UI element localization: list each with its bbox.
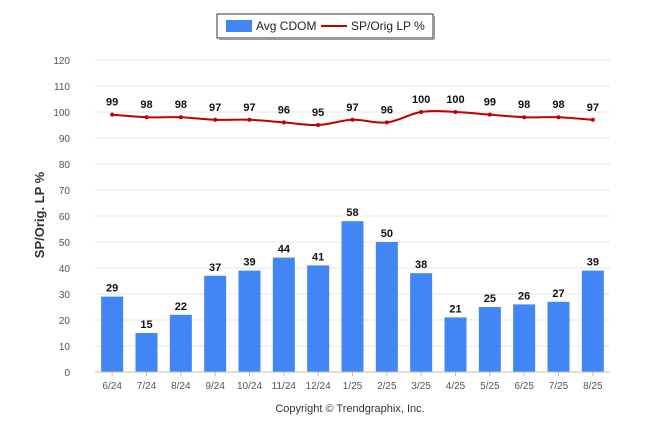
bar <box>478 307 501 372</box>
bar <box>341 221 364 372</box>
x-tick-label: 9/24 <box>205 381 225 392</box>
y-tick-label: 100 <box>53 108 70 119</box>
line-point <box>590 117 595 122</box>
x-tick-label: 11/24 <box>272 381 297 392</box>
line-point <box>213 117 218 122</box>
legend: Avg CDOM SP/Orig LP % <box>216 13 435 40</box>
bar <box>169 314 192 372</box>
x-tick-label: 8/25 <box>583 381 603 392</box>
bar-data-label: 44 <box>278 244 291 256</box>
y-tick-label: 30 <box>59 290 71 301</box>
line-point <box>350 117 355 122</box>
bar <box>135 333 158 372</box>
bar <box>101 296 124 372</box>
line-data-label: 96 <box>278 104 290 116</box>
bar-data-label: 37 <box>209 262 221 274</box>
y-tick-label: 40 <box>59 264 71 275</box>
line-data-label: 97 <box>346 102 358 114</box>
line-data-label: 98 <box>518 99 530 111</box>
x-tick-label: 8/24 <box>171 381 191 392</box>
line-data-label: 100 <box>446 94 464 106</box>
x-tick-label: 5/25 <box>480 381 500 392</box>
x-tick-label: 4/25 <box>446 381 466 392</box>
line-data-label: 96 <box>381 104 393 116</box>
bar-data-label: 39 <box>587 257 599 269</box>
line-point <box>281 120 286 125</box>
x-tick-label: 7/25 <box>549 381 569 392</box>
line-data-label: 97 <box>587 102 599 114</box>
bar-data-label: 38 <box>415 259 427 271</box>
x-tick-label: 12/24 <box>306 381 331 392</box>
x-tick-label: 1/25 <box>343 381 363 392</box>
legend-label-line: SP/Orig LP % <box>351 19 425 33</box>
bar-data-label: 39 <box>243 257 255 269</box>
y-axis: 0 10 20 30 40 50 60 70 80 90 100 110 120 <box>53 56 70 379</box>
y-tick-label: 120 <box>53 56 70 67</box>
line-data-label: 99 <box>106 97 118 109</box>
y-axis-title: SP/Orig. LP % <box>32 171 47 258</box>
line-data-label: 98 <box>140 99 152 111</box>
bar <box>410 273 433 372</box>
bar-data-label: 58 <box>346 207 358 219</box>
y-tick-label: 50 <box>59 238 71 249</box>
x-tick-label: 6/24 <box>102 381 122 392</box>
y-tick-label: 90 <box>59 134 71 145</box>
y-tick-label: 20 <box>59 316 71 327</box>
bar-data-label: 27 <box>552 288 564 300</box>
bar-data-label: 22 <box>175 301 187 313</box>
line-data-label: 97 <box>209 102 221 114</box>
bar-data-label: 25 <box>484 293 496 305</box>
line-point <box>178 115 183 120</box>
y-tick-label: 80 <box>59 160 71 171</box>
bar-data-label: 15 <box>140 319 152 331</box>
x-tick-label: 3/25 <box>411 381 431 392</box>
bar <box>547 301 570 372</box>
line-series: 99 98 98 97 97 96 95 97 96 100 100 99 98 98 97 <box>106 94 599 127</box>
y-tick-label: 10 <box>59 342 71 353</box>
line-data-label: 97 <box>243 102 255 114</box>
bar <box>272 257 295 372</box>
bar-data-label: 29 <box>106 283 118 295</box>
line-point <box>110 112 115 117</box>
bar <box>513 304 536 372</box>
bar <box>375 242 398 372</box>
x-tick-label: 6/25 <box>514 381 534 392</box>
line-point <box>487 112 492 117</box>
bar-series: 29 15 22 37 39 44 41 58 50 38 21 25 26 27 39 <box>101 207 604 372</box>
line-point <box>144 115 149 120</box>
line-data-label: 98 <box>552 99 564 111</box>
bar <box>307 265 330 372</box>
line-point <box>419 110 424 114</box>
x-tick-label: 2/25 <box>377 381 397 392</box>
line-data-label: 98 <box>175 99 187 111</box>
bar <box>204 275 227 372</box>
line-point <box>453 110 458 114</box>
legend-label-bar: Avg CDOM <box>256 19 316 33</box>
bar-data-label: 26 <box>518 290 530 302</box>
line-data-label: 95 <box>312 107 324 119</box>
x-tick-label: 10/24 <box>237 381 262 392</box>
legend-swatch-bar <box>226 20 252 32</box>
line-point <box>384 120 389 125</box>
bar <box>238 270 261 372</box>
bar <box>444 317 467 372</box>
x-tick-label: 7/24 <box>137 381 157 392</box>
bar-data-label: 50 <box>381 228 393 240</box>
bar-data-label: 41 <box>312 251 324 263</box>
line-data-label: 99 <box>484 97 496 109</box>
bar-data-label: 21 <box>449 303 461 315</box>
line-point <box>556 115 561 120</box>
copyright-credit: Copyright © Trendgraphix, Inc. <box>275 403 424 415</box>
y-tick-label: 60 <box>59 212 71 223</box>
line-point <box>522 115 527 120</box>
y-tick-label: 0 <box>64 368 70 379</box>
bar <box>581 270 604 372</box>
line-data-label: 100 <box>412 94 430 106</box>
y-tick-label: 70 <box>59 186 71 197</box>
line-point <box>247 117 252 122</box>
x-axis: 6/24 7/24 8/24 9/24 10/24 11/24 12/24 1/25 2/25 3… <box>95 371 610 392</box>
y-tick-label: 110 <box>54 82 70 93</box>
line-point <box>316 123 321 127</box>
